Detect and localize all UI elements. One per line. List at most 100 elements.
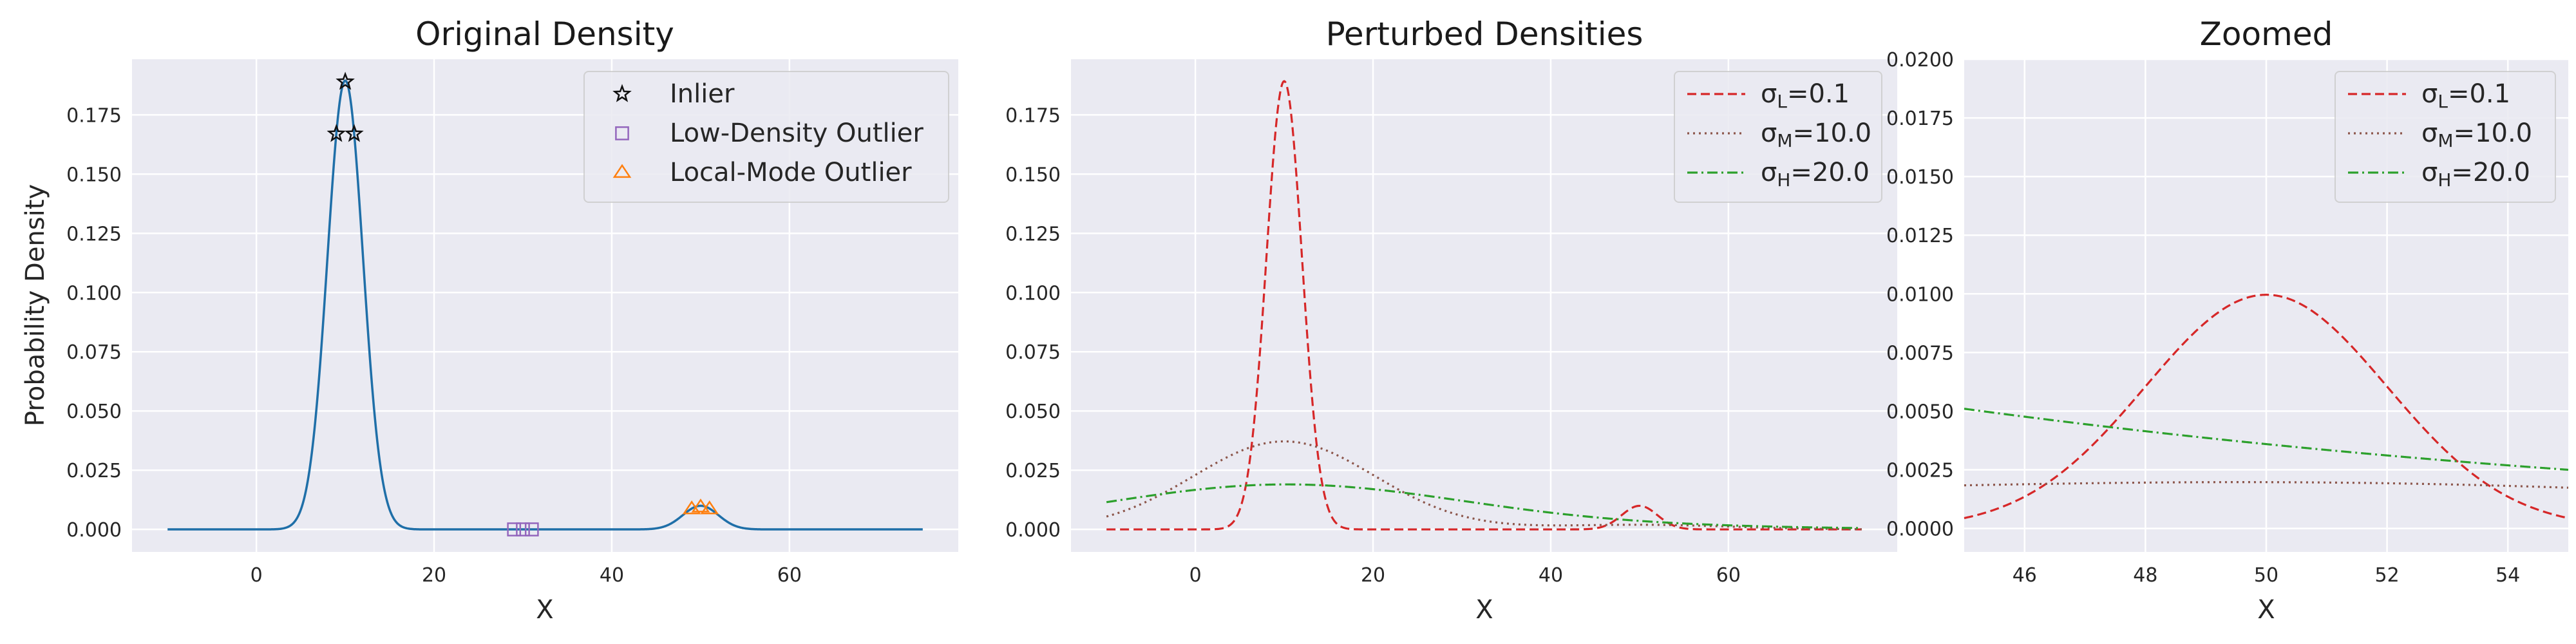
y-tick-label: 0.0125 bbox=[1886, 225, 1954, 247]
y-tick-labels-perturbed: 0.000 0.025 0.050 0.075 0.100 0.125 0.150 0.175 bbox=[1005, 104, 1061, 542]
x-tick-labels-perturbed: 0 20 40 60 bbox=[1189, 564, 1741, 587]
y-tick-label: 0.0000 bbox=[1886, 518, 1954, 541]
y-tick-label: 0.0100 bbox=[1886, 283, 1954, 306]
y-tick-label: 0.000 bbox=[1005, 519, 1061, 542]
density-curve-dashed bbox=[1964, 294, 2569, 520]
x-tick-labels-zoomed: 46 48 50 52 54 bbox=[2012, 564, 2521, 587]
x-tick-label: 20 bbox=[1361, 564, 1385, 587]
y-tick-label: 0.150 bbox=[1005, 164, 1061, 186]
legend-original: Inlier Low-Density Outlier Local-Mode Ou… bbox=[583, 71, 949, 203]
x-tick-label: 60 bbox=[1716, 564, 1741, 587]
legend-label-low-density-outlier: Low-Density Outlier bbox=[670, 118, 923, 148]
legend-square-marker bbox=[615, 126, 629, 140]
legend-sigma-glyph: σ bbox=[1761, 158, 1777, 187]
y-tick-label: 0.050 bbox=[66, 401, 122, 423]
square-marker bbox=[507, 522, 522, 536]
x-tick-label: 50 bbox=[2254, 564, 2278, 587]
legend-box-perturbed bbox=[1674, 71, 1882, 203]
chart-title-perturbed: Perturbed Densities bbox=[1326, 15, 1643, 53]
legend-subscript: M bbox=[1777, 130, 1792, 151]
legend-label-sigma-medium: σM=10.0 bbox=[2421, 118, 2532, 151]
panel-perturbed-densities: 0 20 40 60 0.0000.0250.0500.0750.1000.1250.… bbox=[1005, 15, 1897, 625]
legend-value: =0.1 bbox=[1787, 79, 1850, 109]
legend-sigma-glyph: σ bbox=[2421, 79, 2438, 109]
y-tick-label: 0.000 bbox=[66, 519, 122, 542]
legend-label-sigma-medium: σM=10.0 bbox=[1761, 118, 1871, 151]
density-curve-dashed bbox=[1106, 80, 1862, 531]
x-tick-label: 20 bbox=[422, 564, 446, 587]
chart-title-zoomed: Zoomed bbox=[2200, 15, 2333, 53]
y-tick-label: 0.0150 bbox=[1886, 166, 1954, 189]
y-tick-label: 0.0075 bbox=[1886, 342, 1954, 365]
x-tick-label: 60 bbox=[777, 564, 802, 587]
y-tick-label: 0.150 bbox=[66, 164, 122, 186]
y-tick-label: 0.0175 bbox=[1886, 108, 1954, 130]
y-tick-label: 0.0050 bbox=[1886, 401, 1954, 423]
x-tick-label: 52 bbox=[2375, 564, 2400, 587]
legend-triangle-marker bbox=[612, 164, 632, 178]
legend-subscript: H bbox=[2438, 169, 2451, 191]
legend-value: =20.0 bbox=[2451, 158, 2530, 187]
x-tick-labels-original: 0 20 40 60 bbox=[251, 564, 802, 587]
markers-layer-original bbox=[327, 71, 719, 536]
legend-label-sigma-high: σH=20.0 bbox=[2421, 158, 2530, 191]
chart-title-original: Original Density bbox=[415, 15, 674, 53]
legend-subscript: H bbox=[1777, 169, 1790, 191]
star-marker bbox=[345, 124, 364, 142]
y-tick-label: 0.100 bbox=[1005, 282, 1061, 305]
x-tick-label: 40 bbox=[600, 564, 624, 587]
y-tick-label: 0.125 bbox=[1005, 223, 1061, 245]
density-curve bbox=[167, 79, 923, 531]
legend-value: =10.0 bbox=[1793, 118, 1872, 148]
y-axis-label-original: Probability Density bbox=[21, 184, 50, 426]
square-marker bbox=[524, 522, 539, 536]
y-tick-labels-original: 0.000 0.025 0.050 0.075 0.100 0.125 0.150 0.175 bbox=[66, 104, 122, 542]
legend-star-marker bbox=[612, 84, 632, 102]
legend-label-sigma-high: σH=20.0 bbox=[1761, 158, 1870, 191]
y-tick-label: 0.175 bbox=[1005, 104, 1061, 127]
triangle-marker bbox=[700, 500, 719, 515]
x-axis-label-perturbed: X bbox=[1475, 595, 1493, 625]
legend-sigma-glyph: σ bbox=[1761, 79, 1777, 109]
x-tick-label: 40 bbox=[1539, 564, 1563, 587]
legend-label-inlier: Inlier bbox=[670, 79, 735, 109]
legend-line-samples-perturbed bbox=[1687, 93, 1745, 174]
legend-box-original bbox=[583, 71, 949, 203]
legend-perturbed: σL=0.1 σM=10.0 σH=20.0 bbox=[1674, 71, 1882, 203]
y-tick-label: 0.0200 bbox=[1886, 49, 1954, 71]
y-tick-label: 0.050 bbox=[1005, 401, 1061, 423]
x-tick-label: 48 bbox=[2133, 564, 2157, 587]
legend-value: =10.0 bbox=[2454, 118, 2533, 148]
y-tick-labels-zoomed: 0.0000 0.0025 0.0050 0.0075 0.0100 0.0125 0.01… bbox=[1886, 49, 1954, 541]
series-layer-zoomed bbox=[1964, 294, 2569, 520]
panel-original-density: 0 20 40 60 0.0000.0250.0500.0750.1000.1250.… bbox=[21, 15, 958, 625]
x-tick-label: 0 bbox=[251, 564, 263, 587]
y-tick-label: 0.0025 bbox=[1886, 460, 1954, 482]
legend-sigma-glyph: σ bbox=[2421, 118, 2438, 148]
legend-sigma-glyph: σ bbox=[2421, 158, 2438, 187]
x-axis-label-original: X bbox=[536, 595, 553, 625]
legend-value: =20.0 bbox=[1790, 158, 1870, 187]
y-tick-label: 0.025 bbox=[1005, 460, 1061, 482]
star-marker bbox=[336, 71, 355, 90]
legend-box-zoomed bbox=[2334, 71, 2556, 203]
legend-label-sigma-low: σL=0.1 bbox=[2421, 79, 2510, 112]
legend-line-samples-zoomed bbox=[2348, 93, 2406, 174]
density-curve-dotted bbox=[1106, 440, 1862, 531]
legend-label-local-mode-outlier: Local-Mode Outlier bbox=[670, 158, 912, 187]
legend-zoomed: σL=0.1 σM=10.0 σH=20.0 bbox=[2334, 71, 2556, 203]
series-layer-original bbox=[167, 79, 923, 531]
y-tick-label: 0.100 bbox=[66, 282, 122, 305]
y-tick-label: 0.175 bbox=[66, 104, 122, 127]
legend-subscript: L bbox=[2438, 91, 2448, 112]
y-tick-label: 0.025 bbox=[66, 460, 122, 482]
x-tick-label: 46 bbox=[2012, 564, 2037, 587]
density-curve-dotted bbox=[1964, 481, 2569, 489]
star-marker bbox=[327, 124, 346, 142]
x-tick-label: 0 bbox=[1189, 564, 1202, 587]
density-curve-dashdot bbox=[1106, 483, 1862, 529]
x-tick-label: 54 bbox=[2496, 564, 2520, 587]
legend-subscript: L bbox=[1777, 91, 1787, 112]
density-curve-dashdot bbox=[1964, 408, 2569, 471]
